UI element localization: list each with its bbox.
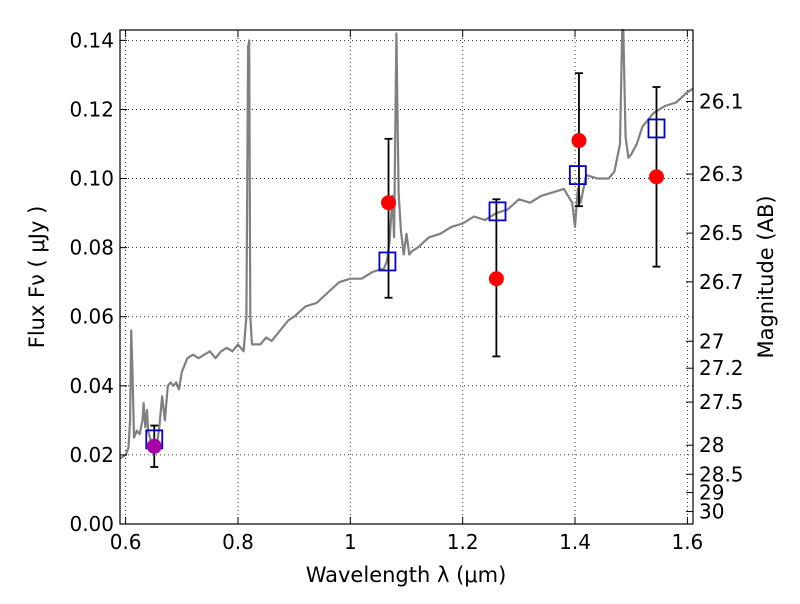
- observed-point: [648, 169, 664, 185]
- x-tick-label: 1: [344, 530, 357, 554]
- x-tick-label: 1.4: [559, 530, 591, 554]
- axes-layer: 0.6 0.8 1 1.2 1.4 1.6 0.00 0.02 0.04 0.06 0.08 0.10…: [69, 28, 743, 554]
- right-tick-label: 28: [699, 433, 724, 457]
- y-tick-label: 0.14: [69, 28, 114, 52]
- right-tick-label: 26.7: [699, 270, 744, 294]
- y-tick-label: 0.02: [69, 443, 114, 467]
- right-tick-label: 27.5: [699, 390, 744, 414]
- right-tick-label: 26.1: [699, 90, 744, 114]
- x-tick-label: 0.8: [222, 530, 254, 554]
- model-marker: [488, 201, 507, 222]
- y-tick-label: 0.06: [69, 305, 114, 329]
- spectrum-layer: [119, 28, 694, 460]
- x-tick-label: 1.6: [671, 530, 703, 554]
- right-tick-label: 26.5: [699, 221, 744, 245]
- right-tick-label: 27: [699, 329, 724, 353]
- plot-background: [120, 30, 693, 524]
- marks-layer: [145, 72, 666, 468]
- y-tick-label: 0.04: [69, 374, 114, 398]
- observed-point: [571, 133, 587, 149]
- y-tick-label: 0.00: [69, 512, 114, 536]
- spectrum-line: [119, 28, 694, 460]
- right-axis-label: Magnitude (AB): [754, 195, 778, 358]
- model-marker: [568, 165, 587, 185]
- observed-point: [146, 438, 162, 454]
- plot-frame: [119, 29, 694, 525]
- observed-point: [381, 195, 397, 211]
- y-tick-label: 0.08: [69, 236, 114, 260]
- y-axis-label: Flux Fν ( μJy ): [25, 206, 49, 349]
- x-axis-label: Wavelength λ (μm): [306, 563, 507, 587]
- model-marker: [378, 251, 397, 272]
- x-tick-label: 1.2: [447, 530, 479, 554]
- right-tick-label: 28.5: [699, 462, 744, 486]
- x-tick-label: 0.6: [110, 530, 142, 554]
- y-tick-label: 0.10: [69, 167, 114, 191]
- right-tick-label: 30: [699, 500, 724, 524]
- right-tick-label: 26.3: [699, 162, 744, 186]
- model-marker: [647, 118, 666, 139]
- y-tick-label: 0.12: [69, 97, 114, 121]
- right-tick-label: 29: [699, 481, 724, 505]
- right-tick-label: 27.2: [699, 356, 744, 380]
- observed-point: [488, 271, 504, 287]
